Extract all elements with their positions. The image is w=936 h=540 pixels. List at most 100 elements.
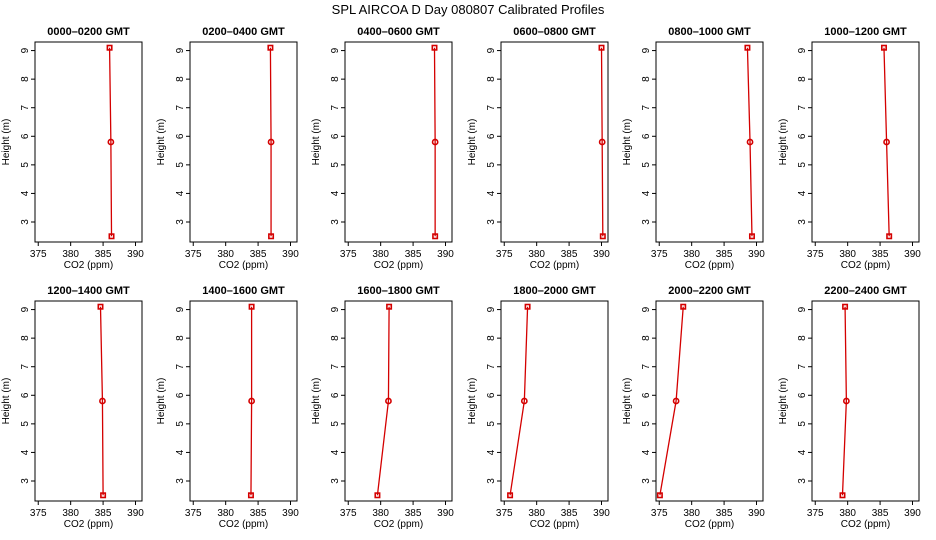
x-tick-label: 380 (683, 508, 700, 519)
y-tick-label: 8 (641, 335, 652, 341)
y-tick-label: 5 (175, 421, 186, 427)
y-axis-label: Height (m) (1, 378, 12, 425)
plot-frame (811, 300, 920, 502)
x-axis-label: CO2 (ppm) (530, 260, 579, 271)
y-axis-label: Height (m) (156, 378, 167, 425)
y-tick-label: 3 (797, 219, 808, 225)
y-tick-label: 7 (797, 363, 808, 369)
y-tick-label: 5 (797, 162, 808, 168)
plot-frame (189, 41, 298, 243)
x-tick-label: 385 (405, 249, 422, 260)
profile-point (746, 138, 754, 146)
x-tick-label: 390 (437, 508, 454, 519)
profile-line (659, 306, 684, 496)
x-axis-label: CO2 (ppm) (530, 519, 579, 530)
profile-point (100, 492, 107, 499)
x-tick-label: 380 (683, 249, 700, 260)
y-tick-label: 3 (175, 478, 186, 484)
profile-line (108, 47, 113, 237)
profile-point (744, 44, 751, 51)
y-tick-label: 6 (486, 133, 497, 139)
y-tick-label: 8 (486, 335, 497, 341)
profile-point (507, 492, 514, 499)
y-tick-label: 7 (175, 363, 186, 369)
y-tick-label: 7 (20, 363, 31, 369)
profile-point (385, 397, 392, 405)
panel-6: 1200–1400 GMT 375 380 385 390 3 4 5 6 7 8 9 CO2 (ppm… (1, 285, 144, 530)
y-axis-label: Height (m) (311, 119, 322, 166)
y-axis-label: Height (m) (467, 378, 478, 425)
panel-7: 1400–1600 GMT 375 380 385 390 3 4 5 6 7 8 9 CO2 (ppm… (156, 285, 299, 530)
x-axis-label: CO2 (ppm) (374, 519, 423, 530)
panel-2: 0400–0600 GMT 375 380 385 390 3 4 5 6 7 8 9 CO2 (ppm… (311, 26, 454, 271)
x-tick-label: 380 (839, 249, 856, 260)
y-tick-label: 6 (20, 133, 31, 139)
y-tick-label: 4 (797, 190, 808, 196)
profile-point (247, 492, 254, 499)
y-tick-label: 4 (175, 449, 186, 455)
y-tick-label: 4 (641, 190, 652, 196)
plot-frame (34, 300, 143, 502)
y-tick-label: 4 (330, 190, 341, 196)
profile-point (107, 138, 115, 146)
y-tick-label: 4 (20, 190, 31, 196)
y-tick-label: 8 (797, 335, 808, 341)
x-tick-label: 385 (872, 249, 889, 260)
profile-point (268, 233, 275, 240)
y-axis-label: Height (m) (467, 119, 478, 166)
panel-title: 0200–0400 GMT (202, 26, 285, 38)
panel-8: 1600–1800 GMT 375 380 385 390 3 4 5 6 7 8 9 CO2 (ppm… (311, 285, 454, 530)
y-tick-label: 4 (486, 190, 497, 196)
x-axis-label: CO2 (ppm) (685, 519, 734, 530)
panel-title: 0000–0200 GMT (47, 26, 130, 38)
profile-line (509, 306, 529, 496)
y-tick-label: 4 (20, 449, 31, 455)
panel-title: 1800–2000 GMT (513, 285, 596, 297)
x-tick-label: 390 (437, 249, 454, 260)
plot-frame (189, 300, 298, 502)
x-tick-label: 385 (716, 249, 733, 260)
profile-point (431, 44, 438, 51)
x-tick-label: 385 (405, 508, 422, 519)
panel-4: 0800–1000 GMT 375 380 385 390 3 4 5 6 7 8 9 CO2 (ppm… (622, 26, 765, 271)
profile-point (386, 303, 393, 310)
panel-title: 1200–1400 GMT (47, 285, 130, 297)
y-tick-label: 7 (175, 104, 186, 110)
y-tick-label: 6 (486, 392, 497, 398)
y-tick-label: 7 (330, 363, 341, 369)
y-tick-label: 7 (20, 104, 31, 110)
x-tick-label: 375 (340, 249, 357, 260)
plot-frame (500, 41, 609, 243)
x-tick-label: 380 (62, 249, 79, 260)
y-tick-label: 8 (330, 76, 341, 82)
x-tick-label: 390 (127, 249, 144, 260)
y-tick-label: 8 (641, 76, 652, 82)
panel-title: 0400–0600 GMT (357, 26, 440, 38)
plot-frame (811, 41, 920, 243)
profile-line (250, 306, 253, 496)
y-tick-label: 5 (797, 421, 808, 427)
main-title: SPL AIRCOA D Day 080807 Calibrated Profi… (332, 2, 605, 17)
y-tick-label: 7 (486, 363, 497, 369)
profile-point (598, 138, 606, 146)
x-tick-label: 375 (30, 249, 47, 260)
x-tick-label: 390 (593, 249, 610, 260)
y-tick-label: 5 (20, 162, 31, 168)
x-tick-label: 380 (839, 508, 856, 519)
x-tick-label: 390 (127, 508, 144, 519)
y-tick-label: 8 (175, 335, 186, 341)
y-tick-label: 8 (20, 335, 31, 341)
y-axis-label: Height (m) (778, 119, 789, 166)
y-tick-label: 5 (330, 162, 341, 168)
y-tick-label: 6 (641, 133, 652, 139)
y-tick-label: 6 (797, 133, 808, 139)
y-tick-label: 8 (330, 335, 341, 341)
x-tick-label: 385 (872, 508, 889, 519)
y-tick-label: 3 (641, 478, 652, 484)
profile-point (248, 397, 256, 405)
profile-line (376, 306, 390, 496)
y-tick-label: 9 (20, 47, 31, 53)
x-tick-label: 385 (716, 508, 733, 519)
panel-0: 0000–0200 GMT 375 380 385 390 3 4 5 6 7 8 9 CO2 (ppm… (1, 26, 144, 271)
